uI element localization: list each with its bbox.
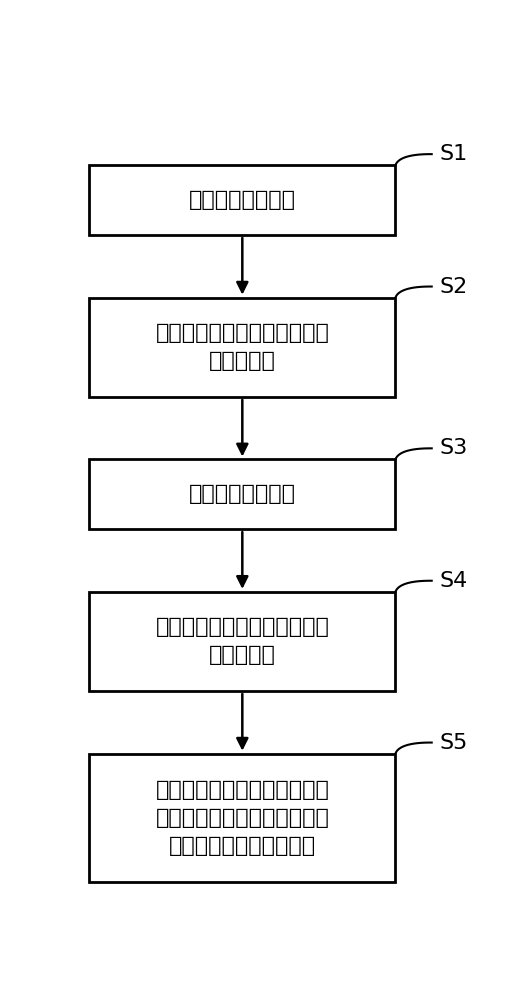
- Text: S2: S2: [440, 277, 468, 297]
- Text: 获取第二传感信息: 获取第二传感信息: [189, 484, 296, 504]
- Text: S4: S4: [440, 571, 468, 591]
- Text: 获取第一传感信息: 获取第一传感信息: [189, 190, 296, 210]
- Bar: [89, 459, 396, 529]
- Bar: [89, 165, 396, 235]
- Text: S1: S1: [440, 144, 468, 164]
- Text: 当第一副驾乘坐信息与第二副
驾乘坐信息皆指示副驾有乘坐
者时，发出分屏显示指令: 当第一副驾乘坐信息与第二副 驾乘坐信息皆指示副驾有乘坐 者时，发出分屏显示指令: [155, 780, 329, 856]
- Text: S5: S5: [440, 733, 468, 753]
- Bar: [89, 298, 396, 397]
- Text: S3: S3: [440, 438, 468, 458]
- Bar: [89, 592, 396, 691]
- Text: 根据第一传感信息确定第一副
驾乘坐信息: 根据第一传感信息确定第一副 驾乘坐信息: [155, 323, 329, 371]
- Text: 根据第二传感信息确定第二副
驾乘坐信息: 根据第二传感信息确定第二副 驾乘坐信息: [155, 617, 329, 665]
- Bar: [89, 754, 396, 882]
